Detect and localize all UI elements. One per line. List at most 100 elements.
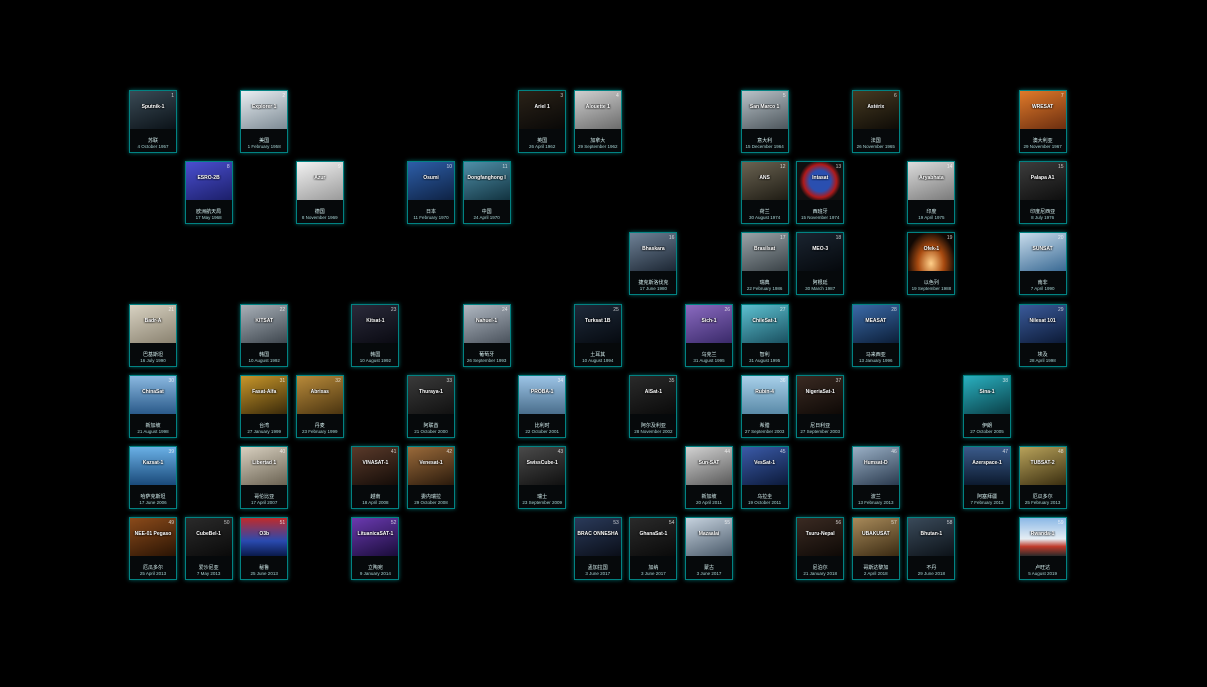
satellite-name: LituanicaSAT-1 [357, 531, 394, 538]
satellite-card[interactable]: 22 KITSAT 韩国 10 August 1992 [240, 303, 289, 367]
satellite-card[interactable]: 4 Alouette 1 加拿大 29 September 1962 [573, 90, 622, 153]
satellite-card[interactable]: 3 Ariel 1 英国 26 April 1962 [518, 90, 567, 153]
satellite-card[interactable]: 52 LituanicaSAT-1 立陶宛 9 January 2014 [351, 517, 400, 581]
satellite-card[interactable]: 29 Nilesat 101 埃及 28 April 1998 [1018, 303, 1067, 367]
card-number: 10 [446, 164, 452, 171]
satellite-card[interactable]: 56 Tsuru-Nepal 尼泊尔 21 January 2018 [796, 517, 845, 581]
satellite-card[interactable]: 17 Brasilsat 瑞典 22 February 1986 [740, 232, 789, 296]
satellite-card[interactable]: 19 Ofek-1 以色列 19 September 1988 [907, 232, 956, 296]
satellite-card[interactable]: 57 UBAKUSAT 哥斯达黎加 2 April 2018 [851, 517, 900, 581]
launch-date: 19 September 1988 [911, 286, 952, 292]
satellite-card[interactable]: 8 ESRO-2B 欧洲航天局 17 May 1968 [184, 161, 233, 225]
satellite-card[interactable]: 11 Dongfanghong I 中国 24 April 1970 [462, 161, 511, 225]
satellite-card[interactable]: 13 Intasat 西班牙 15 November 1974 [796, 161, 845, 225]
satellite-card[interactable]: 5 San Marco 1 意大利 15 December 1964 [740, 90, 789, 153]
satellite-thumbnail [352, 447, 399, 485]
satellite-card[interactable]: 37 NigeriaSat-1 尼日利亚 27 September 2003 [796, 374, 845, 438]
satellite-card[interactable]: 31 Fasat-Alfa 台湾 27 January 1999 [240, 374, 289, 438]
satellite-card[interactable]: 58 Bhutan-1 不丹 29 June 2018 [907, 517, 956, 581]
satellite-name: Bhaskara [642, 246, 665, 253]
country-label: 新加坡 [145, 422, 161, 429]
satellite-card[interactable]: 16 Bhaskara 捷克斯洛伐克 17 June 1980 [629, 232, 678, 296]
satellite-name: Bhutan-1 [920, 531, 943, 538]
satellite-card[interactable]: 49 NEE-01 Pegaso 厄瓜多尔 25 April 2013 [129, 517, 177, 581]
card-number: 3 [560, 93, 564, 99]
card-number: 12 [780, 164, 786, 171]
satellite-card[interactable]: 35 AlSat-1 阿尔及利亚 28 November 2002 [629, 374, 678, 438]
satellite-card[interactable]: 27 ChileSat-1 智利 31 August 1995 [740, 303, 789, 367]
country-label: 爱沙尼亚 [198, 565, 219, 572]
satellite-card[interactable]: 18 MEO-3 阿根廷 30 March 1987 [796, 232, 845, 296]
satellite-card[interactable]: 23 Kitsat-1 韩国 10 August 1992 [351, 303, 400, 367]
card-number: 4 [616, 93, 619, 99]
satellite-name: Kitsat-1 [366, 317, 385, 324]
country-label: 法国 [870, 138, 881, 144]
satellite-card[interactable]: 48 TUBSAT-2 厄瓜多尔 25 February 2013 [1018, 446, 1067, 509]
country-label: 孟加拉国 [587, 565, 608, 572]
satellite-card[interactable]: 47 Azerspace-1 阿塞拜疆 7 February 2013 [963, 446, 1011, 509]
satellite-card[interactable]: 41 VINASAT-1 越南 18 April 2008 [351, 446, 400, 509]
satellite-card[interactable]: 32 Abrixas 丹麦 23 February 1999 [295, 374, 344, 438]
satellite-thumbnail [241, 91, 288, 129]
satellite-thumbnail [130, 447, 176, 485]
satellite-card[interactable]: 46 Humsat-D 波兰 13 February 2013 [851, 446, 900, 509]
card-number: 35 [668, 377, 675, 384]
satellite-card[interactable]: 30 ChinaSat 新加坡 21 August 1998 [129, 374, 177, 438]
satellite-card[interactable]: 25 Turksat 1B 土耳其 10 August 1994 [573, 303, 622, 367]
satellite-card[interactable]: 34 PROBA-1 比利时 22 October 2001 [518, 374, 567, 438]
satellite-card[interactable]: 14 Aryabhata 印度 19 April 1975 [907, 161, 956, 225]
satellite-thumbnail [241, 447, 288, 485]
satellite-card[interactable]: 28 MEASAT 马来西亚 13 January 1996 [851, 303, 900, 367]
card-number: 43 [557, 449, 564, 455]
launch-date: 9 January 2014 [359, 571, 391, 577]
satellite-card[interactable]: 36 Rubin-4 希腊 27 September 2003 [740, 374, 789, 438]
satellite-thumbnail [241, 518, 288, 557]
satellite-card[interactable]: 20 SUNSAT 南非 7 April 1990 [1018, 232, 1067, 296]
satellite-thumbnail [630, 375, 677, 414]
satellite-card[interactable]: 42 Venesat-1 委内瑞拉 29 October 2008 [407, 446, 455, 509]
satellite-card[interactable]: 21 Badr-A 巴基斯坦 16 July 1990 [129, 303, 177, 367]
card-number: 44 [724, 449, 730, 455]
satellite-card[interactable]: 38 Sina-1 伊朗 27 October 2005 [963, 374, 1011, 438]
satellite-card[interactable]: 33 Thuraya-1 阿联酋 21 October 2000 [407, 374, 455, 438]
card-number: 33 [446, 377, 452, 384]
satellite-card[interactable]: 7 WRESAT 澳大利亚 29 November 1967 [1018, 90, 1067, 153]
launch-date: 25 April 2013 [139, 571, 167, 577]
country-label: 捷克斯洛伐克 [638, 280, 669, 287]
satellite-name: PROBA-1 [530, 388, 554, 395]
launch-date: 26 September 1993 [466, 357, 507, 363]
satellite-name: ChinaSat [142, 388, 164, 395]
satellite-card[interactable]: 9 Azur 德国 8 November 1969 [295, 161, 344, 225]
country-label: 厄瓜多尔 [142, 565, 163, 572]
satellite-thumbnail [574, 91, 621, 129]
satellite-card[interactable]: 2 Explorer 1 美国 1 February 1958 [240, 90, 289, 153]
satellite-name: Nahuel-1 [476, 317, 498, 324]
satellite-card[interactable]: 1 Sputnik-1 苏联 4 October 1957 [129, 90, 177, 153]
satellite-thumbnail [463, 304, 510, 343]
satellite-card[interactable]: 39 Kazsat-1 哈萨克斯坦 17 June 2006 [129, 446, 177, 509]
satellite-card[interactable]: 55 Mazaalai 蒙古 3 June 2017 [685, 517, 733, 581]
satellite-thumbnail [797, 375, 844, 414]
satellite-card[interactable]: 40 Libertad 1 哥伦比亚 17 April 2007 [240, 446, 289, 509]
satellite-card[interactable]: 6 Astérix 法国 26 November 1965 [851, 90, 900, 153]
satellite-card[interactable]: 44 Sun-SAT 新加坡 20 April 2011 [685, 446, 733, 509]
satellite-card[interactable]: 45 VesSat-1 乌拉圭 19 October 2011 [740, 446, 789, 509]
launch-date: 30 August 1974 [748, 215, 781, 221]
satellite-thumbnail [1019, 447, 1066, 485]
satellite-card[interactable]: 51 O3b 秘鲁 25 June 2013 [240, 517, 289, 581]
country-label: 厄瓜多尔 [1032, 494, 1053, 500]
satellite-card[interactable]: 53 BRAC ONNESHA 孟加拉国 3 June 2017 [573, 517, 622, 581]
satellite-thumbnail [185, 162, 232, 201]
satellite-card[interactable]: 26 Sich-1 乌克兰 31 August 1995 [685, 303, 733, 367]
satellite-thumbnail [741, 304, 788, 343]
satellite-card[interactable]: 59 Rwanda-1 卢旺达 5 August 2019 [1018, 517, 1067, 581]
satellite-card[interactable]: 24 Nahuel-1 葡萄牙 26 September 1993 [462, 303, 511, 367]
card-number: 31 [279, 377, 286, 384]
satellite-card[interactable]: 15 Palapa A1 印度尼西亚 8 July 1976 [1018, 161, 1067, 225]
satellite-card[interactable]: 10 Ōsumi 日本 11 February 1970 [407, 161, 455, 225]
satellite-card[interactable]: 50 CubeBel-1 爱沙尼亚 7 May 2013 [184, 517, 233, 581]
country-label: 土耳其 [590, 351, 606, 358]
satellite-card[interactable]: 54 GhanaSat-1 加纳 3 June 2017 [629, 517, 678, 581]
satellite-card[interactable]: 43 SwissCube-1 瑞士 23 September 2009 [518, 446, 567, 509]
satellite-card[interactable]: 12 ANS 荷兰 30 August 1974 [740, 161, 789, 225]
